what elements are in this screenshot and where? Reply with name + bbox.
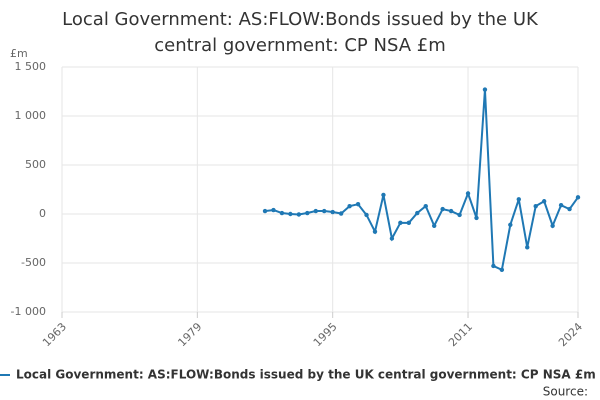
- point: [525, 245, 530, 250]
- point: [330, 209, 335, 215]
- point: [406, 220, 412, 226]
- source: Source:: [543, 385, 588, 399]
- y-tick-label: -500: [21, 256, 46, 269]
- y-tick-label: -1 000: [11, 305, 46, 318]
- y-tick-label: 1 000: [15, 109, 47, 122]
- point: [440, 206, 445, 212]
- point: [322, 208, 327, 214]
- point: [567, 206, 572, 212]
- point: [516, 197, 521, 202]
- point: [533, 203, 538, 209]
- point: [389, 236, 395, 241]
- point: [279, 210, 285, 216]
- point: [423, 203, 428, 209]
- point: [347, 203, 352, 209]
- point: [508, 222, 513, 227]
- point: [491, 263, 496, 269]
- point: [415, 210, 420, 216]
- point: [448, 208, 454, 214]
- x-tick-label: 1963: [40, 320, 69, 349]
- point: [550, 223, 555, 228]
- point: [355, 202, 361, 207]
- line: [264, 89, 579, 272]
- point: [482, 87, 488, 92]
- point: [381, 192, 386, 198]
- point: [296, 212, 302, 217]
- point: [372, 229, 378, 234]
- point: [457, 212, 462, 218]
- y-tick-label: 0: [39, 207, 46, 220]
- point: [338, 211, 344, 216]
- point: [305, 210, 310, 216]
- point: [364, 212, 369, 218]
- chart-title: central government: CP NSA £m: [154, 35, 446, 56]
- point: [313, 208, 318, 214]
- point: [288, 211, 293, 217]
- point: [431, 223, 437, 228]
- legend-label: Local Government: AS:FLOW:Bonds issued b…: [16, 368, 596, 382]
- x-tick-label: 1979: [175, 320, 204, 349]
- point: [499, 267, 505, 273]
- point: [474, 215, 479, 221]
- y-tick-label: 500: [25, 158, 46, 171]
- point: [558, 202, 564, 208]
- chart-title: Local Government: AS:FLOW:Bonds issued b…: [62, 9, 539, 30]
- point: [575, 195, 581, 200]
- x-tick-label: 2024: [556, 320, 585, 349]
- x-tick-label: 2011: [446, 320, 475, 349]
- point: [465, 191, 471, 196]
- point: [262, 208, 268, 214]
- point: [271, 207, 276, 213]
- x-tick-label: 1995: [311, 320, 340, 349]
- y-tick-label: 1 500: [15, 60, 47, 73]
- point: [541, 199, 547, 204]
- y-axis-label: £m: [10, 47, 28, 60]
- point: [398, 220, 403, 226]
